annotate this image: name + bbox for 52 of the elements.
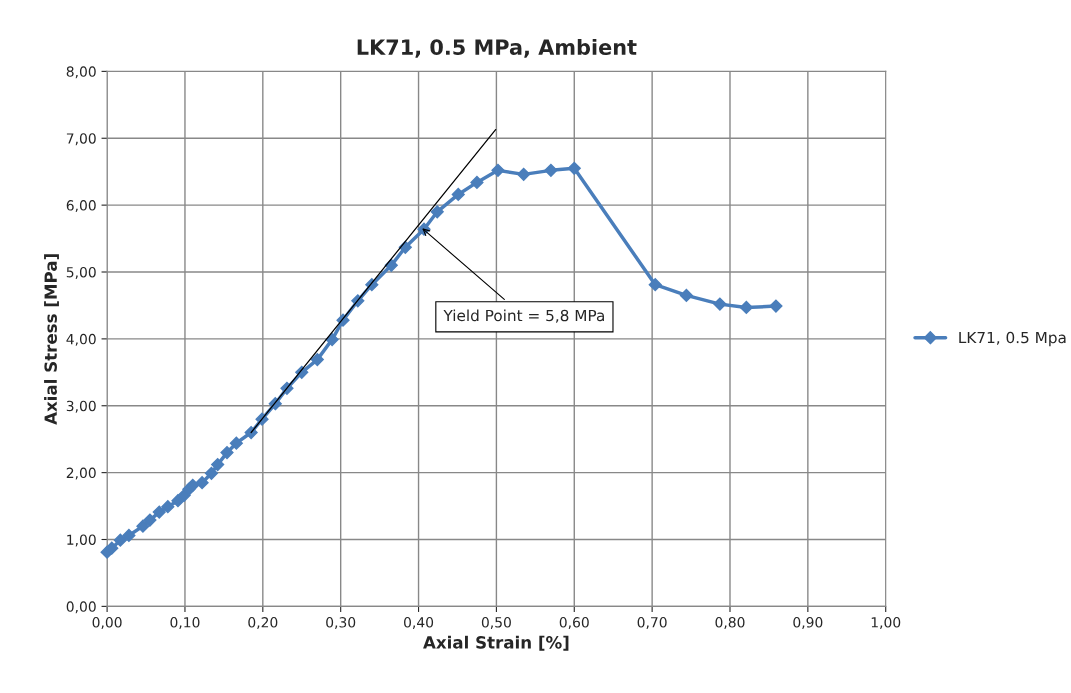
legend-label: LK71, 0.5 Mpa [959, 331, 1066, 347]
point [769, 299, 783, 313]
x-tick-label: 0,10 [170, 617, 200, 629]
chart-title: LK71, 0.5 MPa, Ambient [357, 38, 637, 58]
y-tick-label: 8,00 [66, 66, 96, 79]
point [430, 205, 444, 219]
y-tick-label: 3,00 [66, 400, 96, 413]
point [211, 458, 225, 472]
point [143, 513, 157, 527]
point [113, 533, 127, 547]
point [567, 161, 581, 175]
annotation: Yield Point = 5,8 MPa [443, 309, 604, 323]
point [325, 332, 339, 347]
x-tick-label: 0,70 [637, 617, 667, 629]
point [220, 445, 234, 460]
point [310, 353, 324, 367]
point [648, 278, 662, 292]
point [136, 519, 150, 533]
point [713, 297, 727, 311]
y-tick-label: 6,00 [66, 200, 96, 213]
point [161, 500, 175, 514]
x-tick-label: 0,80 [715, 617, 745, 629]
point [152, 505, 166, 519]
point [470, 175, 484, 189]
y-tick-label: 2,00 [66, 467, 96, 480]
point [544, 163, 558, 177]
x-axis-title: Axial Strain [%] [423, 635, 569, 651]
point [517, 167, 531, 181]
point [204, 466, 219, 480]
y-axis-title: Axial Stress [MPa] [44, 254, 59, 425]
x-tick-label: 0,90 [793, 617, 823, 629]
x-tick-label: 0,50 [481, 617, 511, 629]
point [679, 288, 693, 302]
x-tick-label: 0,20 [248, 617, 278, 629]
point [491, 163, 505, 177]
point [739, 300, 753, 315]
point [105, 541, 119, 555]
x-tick-label: 1,00 [871, 617, 901, 629]
x-tick-label: 0,30 [326, 617, 356, 629]
y-tick-label: 7,00 [66, 133, 96, 146]
y-tick-label: 5,00 [66, 266, 96, 279]
point [451, 187, 465, 202]
x-tick-label: 0,40 [404, 617, 434, 629]
point [122, 528, 136, 543]
y-tick-label: 0,00 [66, 601, 96, 614]
x-tick-label: 0,60 [559, 617, 589, 629]
point [186, 478, 200, 492]
point [195, 476, 209, 490]
y-tick-label: 1,00 [67, 534, 96, 547]
y-tick-label: 4,00 [66, 333, 96, 346]
point [229, 436, 243, 450]
x-tick-label: 0,00 [92, 617, 122, 629]
